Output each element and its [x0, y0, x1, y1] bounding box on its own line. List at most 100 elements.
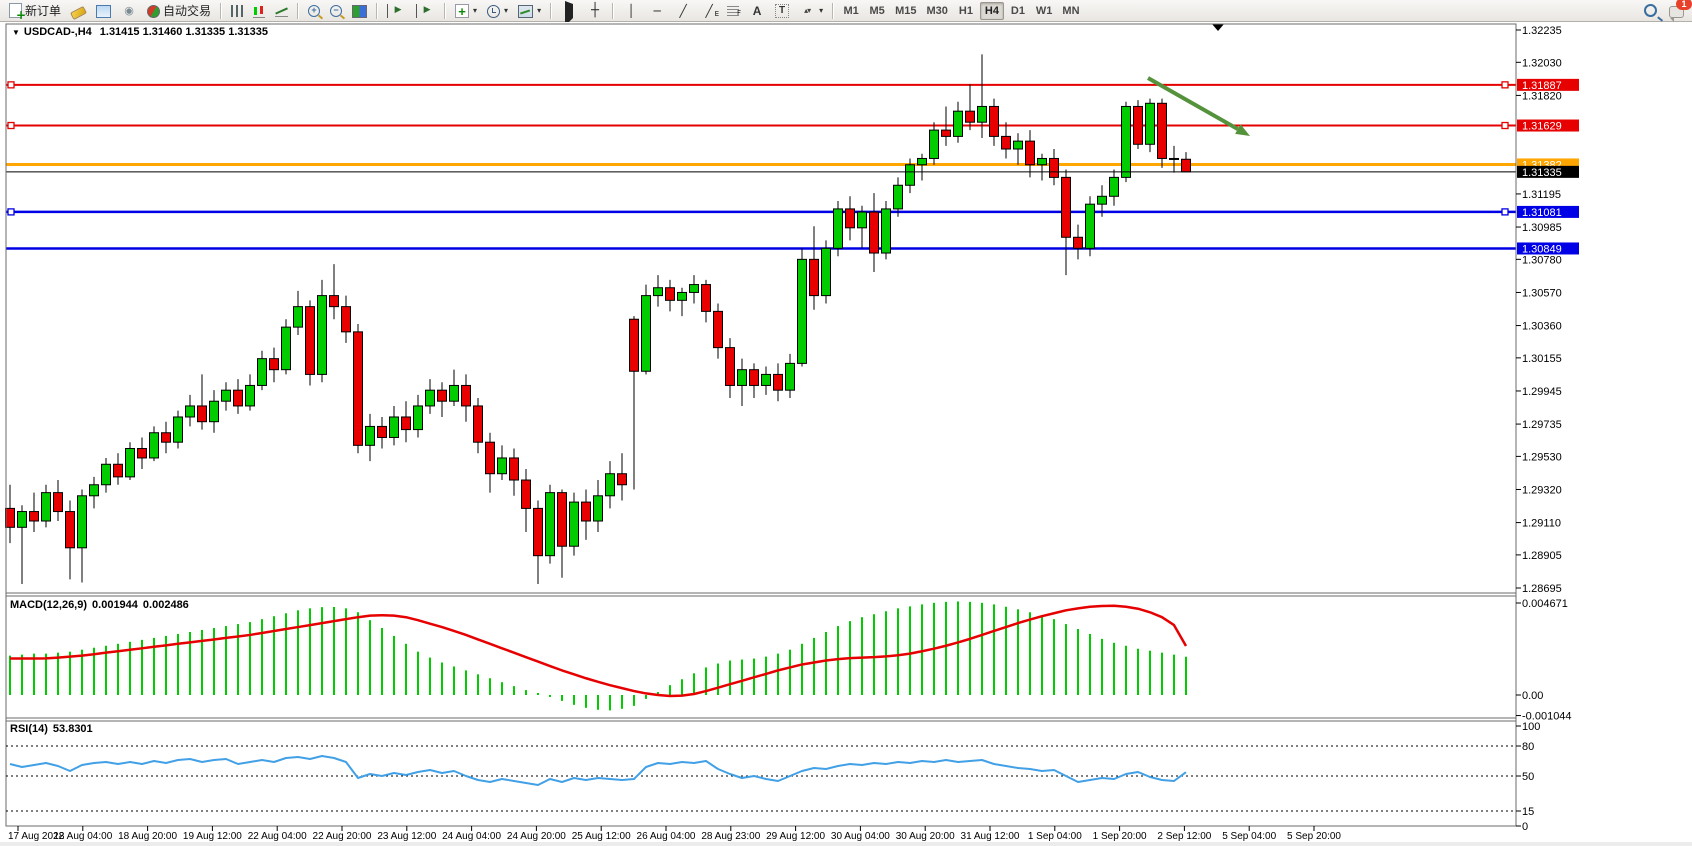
svg-text:1.31820: 1.31820 [1522, 90, 1562, 102]
timeframe-w1-button[interactable]: W1 [1032, 2, 1057, 20]
bar-chart-button[interactable] [226, 1, 248, 21]
symbol-dropdown-icon[interactable]: ▼ [12, 28, 20, 37]
timeframe-mn-button[interactable]: MN [1058, 2, 1083, 20]
chevron-down-icon: ▾ [537, 6, 542, 15]
horizontal-line-icon: ─ [653, 3, 661, 18]
svg-text:26 Aug 04:00: 26 Aug 04:00 [637, 831, 696, 842]
notifications-button[interactable]: 1 [1668, 0, 1692, 18]
svg-text:5 Sep 04:00: 5 Sep 04:00 [1222, 831, 1276, 842]
arrows-button[interactable]: ▴▾ ▾ [794, 1, 828, 21]
macd-label: MACD(12,26,9) 0.001944 0.002486 [10, 599, 194, 611]
chart-window-button[interactable] [91, 1, 116, 21]
svg-text:29 Aug 12:00: 29 Aug 12:00 [766, 831, 825, 842]
svg-text:1.29110: 1.29110 [1522, 518, 1561, 530]
trendline-button[interactable]: ╱ [670, 1, 696, 21]
horizontal-lines-layer[interactable] [6, 81, 1516, 250]
signals-button[interactable]: ◉ [116, 1, 142, 21]
svg-text:1.30849: 1.30849 [1522, 243, 1562, 255]
svg-text:1 Sep 20:00: 1 Sep 20:00 [1093, 831, 1147, 842]
fibonacci-button[interactable] [722, 1, 744, 21]
rsi-panel: 100 80 50 15 0 [6, 721, 1540, 833]
chevron-down-icon: ▾ [473, 6, 478, 15]
svg-text:100: 100 [1522, 721, 1540, 733]
toolbar-separator [376, 2, 379, 19]
auto-scroll-button[interactable]: ▶ [411, 1, 440, 21]
trend-arrow-annotation[interactable] [1147, 76, 1250, 136]
svg-text:1.30985: 1.30985 [1522, 222, 1562, 234]
candlestick-chart-button[interactable] [248, 1, 270, 21]
svg-text:19 Aug 12:00: 19 Aug 12:00 [183, 831, 242, 842]
timeframe-m30-button[interactable]: M30 [923, 2, 952, 20]
channel-button[interactable]: ╱ [696, 1, 722, 21]
text-label-button[interactable]: T [770, 1, 794, 21]
zoom-out-button[interactable]: − [325, 1, 347, 21]
toolbar: 新订单 ◉ 自动交易 + − ▶ ▶ +▾ ▾ ▾ [0, 0, 1692, 26]
crayon-button[interactable] [66, 1, 91, 21]
macd-signal-value: 0.002486 [142, 599, 189, 611]
timeframe-h1-button[interactable]: H1 [954, 2, 978, 20]
timeframe-d1-button[interactable]: D1 [1006, 2, 1030, 20]
horizontal-line-button[interactable]: ─ [644, 1, 670, 21]
new-order-button[interactable]: 新订单 [4, 1, 66, 22]
tile-windows-button[interactable] [347, 1, 372, 21]
search-icon [1643, 4, 1657, 17]
svg-text:1.29320: 1.29320 [1522, 484, 1562, 496]
chart-title: ▼ USDCAD-,H4 1.31415 1.31460 1.31335 1.313… [12, 26, 268, 38]
chart-shift-button[interactable]: ▶ [382, 1, 411, 21]
template-button[interactable]: ▾ [513, 1, 546, 21]
timeframe-h4-button[interactable]: H4 [979, 1, 1004, 20]
chart-canvas[interactable]: 1.32235 1.32030 1.31820 1.31195 1.30985 1.307… [0, 22, 1692, 846]
vertical-line-button[interactable]: │ [618, 1, 644, 21]
svg-text:1.29530: 1.29530 [1522, 451, 1562, 463]
svg-text:1.30360: 1.30360 [1522, 321, 1562, 333]
svg-text:30 Aug 04:00: 30 Aug 04:00 [831, 831, 890, 842]
chart-window[interactable]: 1.32235 1.32030 1.31820 1.31195 1.30985 1.307… [0, 22, 1692, 846]
search-button[interactable] [1642, 4, 1658, 18]
toolbar-separator [832, 2, 835, 19]
auto-scroll-icon: ▶ [416, 3, 435, 18]
svg-text:1.31629: 1.31629 [1522, 121, 1562, 133]
svg-text:1.30780: 1.30780 [1522, 254, 1562, 266]
arrows-icon: ▴▾ [804, 5, 811, 15]
bar-chart-icon [231, 5, 244, 17]
text-icon: A [752, 3, 762, 18]
svg-text:24 Aug 20:00: 24 Aug 20:00 [507, 831, 566, 842]
price-badge [1517, 242, 1579, 255]
equidistant-channel-icon: ╱ [701, 4, 719, 21]
svg-text:17 Aug 2022: 17 Aug 2022 [8, 831, 65, 842]
zoom-in-button[interactable]: + [303, 1, 325, 21]
crayon-icon [70, 5, 88, 20]
macd-panel: 0.004671 0.00 -0.001044 [9, 598, 1572, 723]
autotrade-icon [147, 4, 161, 18]
timeframe-m5-button[interactable]: M5 [865, 2, 889, 20]
crosshair-icon: ┼ [591, 2, 599, 18]
price-badge [1517, 119, 1579, 132]
cursor-button[interactable] [556, 0, 582, 26]
line-chart-button[interactable] [270, 1, 293, 21]
svg-text:31 Aug 12:00: 31 Aug 12:00 [961, 831, 1020, 842]
add-indicator-button[interactable]: + ▾ [450, 1, 482, 21]
crosshair-button[interactable]: ┼ [582, 1, 608, 21]
period-button[interactable]: ▾ [482, 1, 513, 21]
tile-windows-icon [352, 4, 368, 18]
hline-anchor [1501, 208, 1509, 216]
svg-text:25 Aug 12:00: 25 Aug 12:00 [572, 831, 631, 842]
svg-text:22 Aug 20:00: 22 Aug 20:00 [313, 831, 372, 842]
svg-text:1.30570: 1.30570 [1522, 287, 1562, 299]
macd-value: 0.001944 [92, 599, 138, 611]
symbol-period-label: USDCAD-,H4 [23, 26, 92, 38]
price-badge [1517, 205, 1579, 218]
timeframe-m15-button[interactable]: M15 [891, 2, 920, 20]
candles-layer[interactable] [5, 54, 1191, 585]
text-button[interactable]: A [744, 1, 770, 21]
toolbar-separator [612, 2, 615, 19]
svg-text:23 Aug 12:00: 23 Aug 12:00 [377, 831, 436, 842]
chevron-down-icon: ▾ [819, 6, 824, 15]
svg-text:1.30155: 1.30155 [1522, 353, 1562, 365]
autotrade-button[interactable]: 自动交易 [142, 1, 216, 21]
timeframe-m1-button[interactable]: M1 [839, 2, 863, 20]
rsi-value: 53.8301 [52, 723, 93, 735]
svg-text:1.31335: 1.31335 [1522, 167, 1562, 179]
clock-icon [487, 4, 501, 18]
